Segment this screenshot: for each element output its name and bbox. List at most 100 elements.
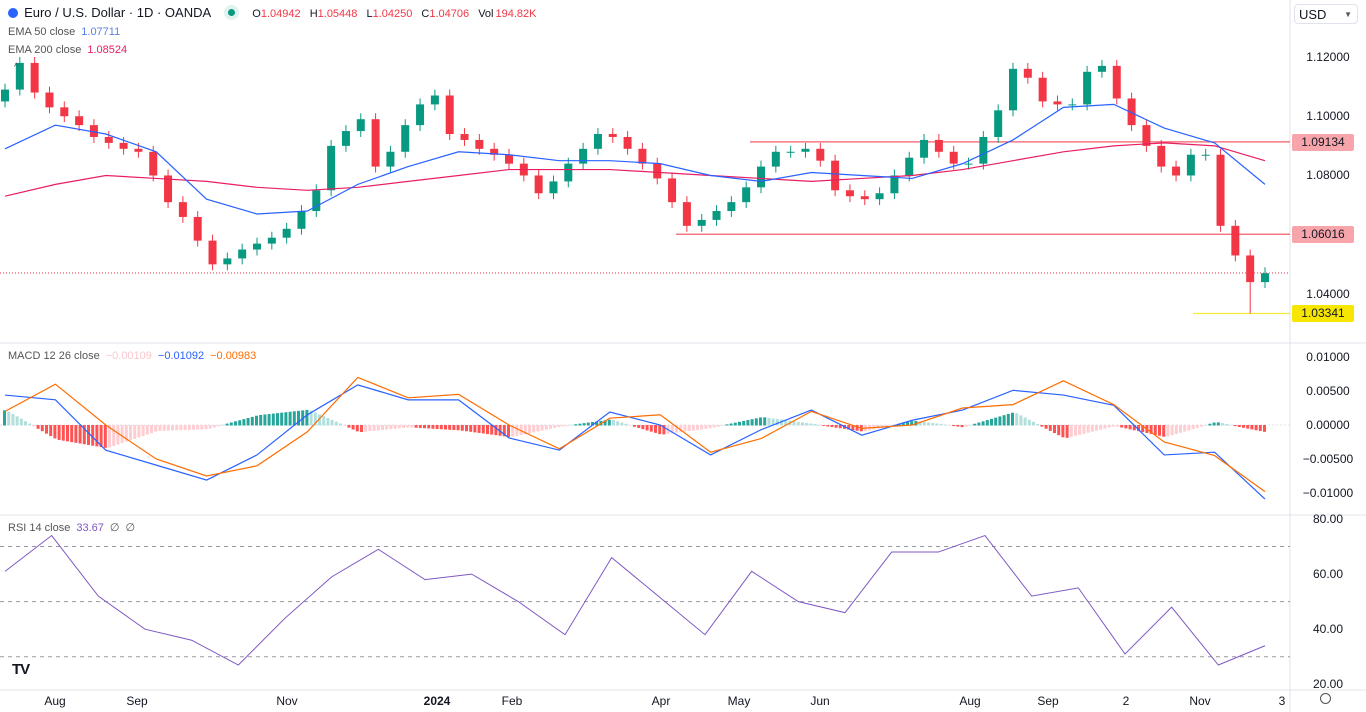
candle-body xyxy=(1186,154,1195,176)
macd-histogram-bar xyxy=(1015,413,1019,426)
currency-select[interactable]: USD ▼ xyxy=(1294,4,1358,24)
macd-histogram-bar xyxy=(271,413,275,426)
ema200-value: 1.08524 xyxy=(87,44,128,56)
rsi-tick-label: 80.00 xyxy=(1312,512,1344,526)
candle-body xyxy=(668,178,677,203)
candle-body xyxy=(1023,68,1032,78)
macd-histogram-bar xyxy=(729,423,733,426)
macd-histogram-bar xyxy=(603,420,607,426)
macd-histogram-bar xyxy=(150,425,153,434)
macd-histogram-bar xyxy=(1254,425,1258,431)
candle-body xyxy=(593,134,602,149)
level-price-tag: 1.09134 xyxy=(1292,133,1354,151)
candle-body xyxy=(860,196,869,200)
macd-histogram-bar xyxy=(175,425,179,431)
macd-histogram-bar xyxy=(19,418,23,426)
macd-histogram-bar xyxy=(565,425,569,426)
candle-body xyxy=(416,104,425,126)
candle-body xyxy=(920,139,929,158)
macd-histogram-bar xyxy=(851,425,855,431)
macd-histogram-bar xyxy=(1011,412,1014,426)
time-tick-label: 3 xyxy=(1278,694,1286,708)
candle-body xyxy=(608,134,617,137)
macd-histogram-bar xyxy=(385,425,389,430)
candle-body xyxy=(845,190,854,197)
macd-histogram-bar xyxy=(754,418,758,426)
macd-histogram-bar xyxy=(607,419,611,426)
time-tick-label: Sep xyxy=(1037,694,1059,708)
macd-histogram-bar xyxy=(1225,423,1229,426)
ema200-legend[interactable]: EMA 200 close 1.08524 xyxy=(8,44,133,56)
macd-histogram-bar xyxy=(775,419,779,426)
macd-histogram-bar xyxy=(322,416,326,426)
macd-histogram-bar xyxy=(885,425,888,427)
macd-histogram-bar xyxy=(57,425,61,440)
macd-histogram-bar xyxy=(1237,425,1241,427)
time-tick-label: Aug xyxy=(959,694,981,708)
rsi-tick-label: 40.00 xyxy=(1312,622,1344,637)
macd-histogram-bar xyxy=(414,425,418,428)
macd-histogram-bar xyxy=(1002,415,1006,426)
macd-histogram-bar xyxy=(700,425,704,430)
candle-body xyxy=(356,119,365,132)
macd-histogram-bar xyxy=(515,425,519,436)
macd-histogram-bar xyxy=(998,416,1002,426)
macd-histogram-bar xyxy=(330,419,334,426)
candle-body xyxy=(1053,101,1062,105)
ema50-legend[interactable]: EMA 50 close 1.07711 xyxy=(8,26,126,38)
macd-histogram-bar xyxy=(465,425,468,432)
macd-histogram-bar xyxy=(628,425,632,426)
candle-body xyxy=(341,131,350,146)
macd-label: MACD 12 26 close xyxy=(8,350,100,362)
tradingview-logo[interactable]: TV xyxy=(12,661,30,678)
macd-histogram-bar xyxy=(1246,425,1250,429)
rsi-legend[interactable]: RSI 14 close 33.67 ∅ ∅ xyxy=(8,521,141,534)
macd-histogram-bar xyxy=(490,425,494,435)
macd-tick-label: −0.00500 xyxy=(1302,452,1354,466)
macd-histogram-bar xyxy=(410,425,414,428)
collapse-legend-button[interactable]: ^ xyxy=(14,62,19,73)
symbol-title[interactable]: Euro / U.S. Dollar · 1D · OANDA xyxy=(24,5,212,20)
candle-body xyxy=(1157,145,1166,167)
macd-histogram-bar xyxy=(717,425,720,427)
macd-histogram-bar xyxy=(242,419,246,426)
candle-body xyxy=(831,160,840,191)
macd-histogram-bar xyxy=(847,425,851,430)
macd-histogram-bar xyxy=(994,417,998,426)
candle-body xyxy=(579,148,588,164)
macd-histogram-bar xyxy=(918,421,922,426)
chevron-down-icon: ▼ xyxy=(1344,10,1352,19)
macd-histogram-bar xyxy=(246,417,250,426)
macd-histogram-bar xyxy=(99,425,103,448)
settings-gear-icon[interactable] xyxy=(1320,693,1331,704)
candle-body xyxy=(890,175,899,194)
macd-histogram-bar xyxy=(313,412,317,426)
macd-histogram-bar xyxy=(952,425,956,427)
macd-histogram-bar xyxy=(1153,425,1157,435)
macd-histogram-bar xyxy=(973,423,977,426)
ema50-value: 1.07711 xyxy=(81,26,121,38)
macd-histogram-bar xyxy=(1078,425,1082,435)
macd-histogram-bar xyxy=(221,424,225,426)
macd-histogram-bar xyxy=(1179,425,1182,433)
macd-histogram-bar xyxy=(1120,425,1124,428)
candle-body xyxy=(638,148,647,164)
macd-histogram-bar xyxy=(586,422,590,426)
candle-body xyxy=(1068,104,1077,106)
macd-histogram-bar xyxy=(612,420,615,426)
macd-histogram-bar xyxy=(452,425,456,431)
candle-body xyxy=(1231,225,1240,256)
macd-histogram-bar xyxy=(549,425,552,429)
vol-value: 194.82K xyxy=(495,8,537,20)
macd-histogram-bar xyxy=(305,409,309,426)
macd-histogram-bar xyxy=(486,425,489,435)
macd-legend[interactable]: MACD 12 26 close −0.00109 −0.01092 −0.00983 xyxy=(8,350,262,362)
macd-histogram-bar xyxy=(1204,424,1208,426)
macd-histogram-bar xyxy=(393,425,397,429)
close-value: 1.04706 xyxy=(429,8,470,20)
macd-histogram-bar xyxy=(1149,425,1153,434)
macd-histogram-bar xyxy=(1250,425,1254,430)
macd-histogram-bar xyxy=(1006,413,1010,426)
candle-body xyxy=(327,145,336,191)
